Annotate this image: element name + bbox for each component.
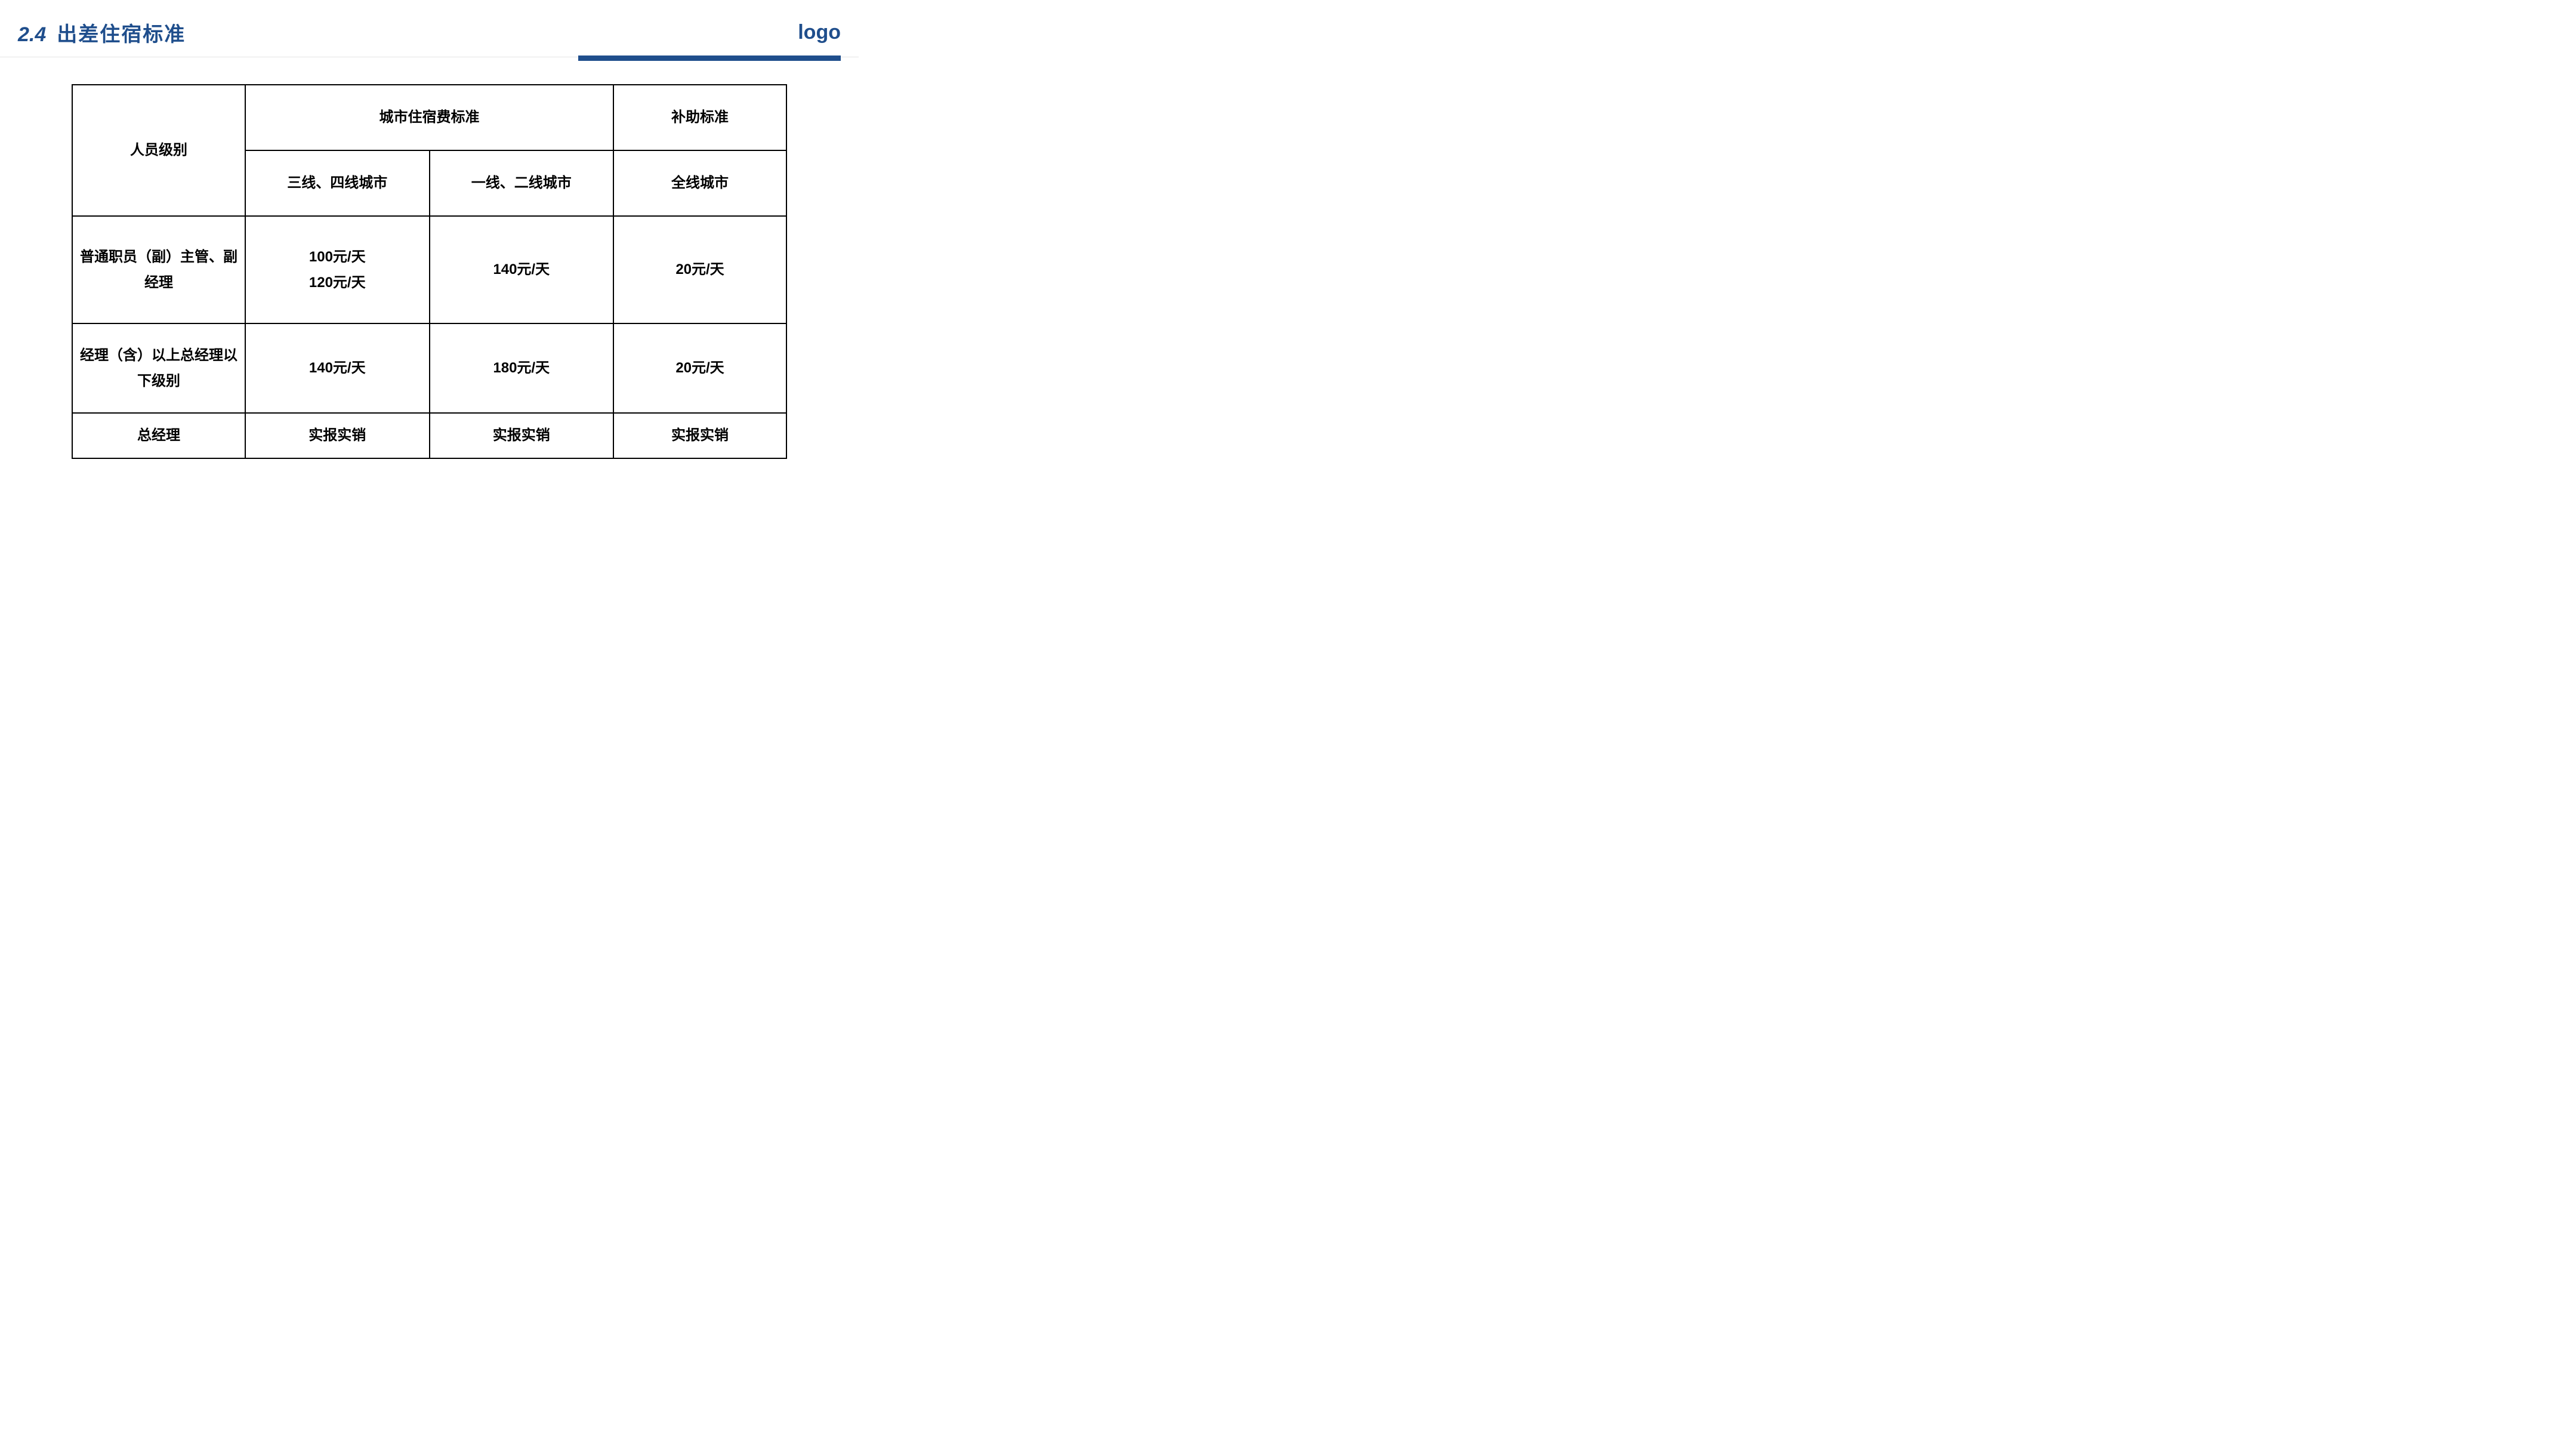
col-header-level: 人员级别 — [72, 85, 245, 216]
cell-tier34-1: 140元/天 — [245, 323, 430, 413]
table-row: 普通职员（副）主管、副经理 100元/天 120元/天 140元/天 20元/天 — [72, 216, 786, 323]
sub-header-tier34: 三线、四线城市 — [245, 150, 430, 216]
cell-tier34-0: 100元/天 120元/天 — [245, 216, 430, 323]
cell-allowance-2: 实报实销 — [613, 413, 786, 458]
cell-level-2: 总经理 — [72, 413, 245, 458]
header-left: 2.4 出差住宿标准 — [18, 18, 186, 47]
col-header-allowance: 补助标准 — [613, 85, 786, 150]
sub-header-tier12: 一线、二线城市 — [430, 150, 614, 216]
col-header-city-group: 城市住宿费标准 — [245, 85, 613, 150]
cell-allowance-0: 20元/天 — [613, 216, 786, 323]
table-row: 总经理 实报实销 实报实销 实报实销 — [72, 413, 786, 458]
sub-header-all: 全线城市 — [613, 150, 786, 216]
standards-table: 人员级别 城市住宿费标准 补助标准 三线、四线城市 一线、二线城市 全线城市 普… — [72, 84, 787, 459]
cell-tier12-0: 140元/天 — [430, 216, 614, 323]
logo-text: logo — [798, 21, 841, 44]
cell-tier12-1: 180元/天 — [430, 323, 614, 413]
cell-text-line1: 100元/天 — [252, 244, 423, 270]
cell-text: 普通职员（副）主管、副经理 — [80, 249, 237, 291]
page-title: 出差住宿标准 — [57, 18, 186, 47]
cell-text: 经理（含）以上总经理以下级别 — [80, 347, 237, 389]
section-number: 2.4 — [18, 23, 46, 47]
cell-level-0: 普通职员（副）主管、副经理 — [72, 216, 245, 323]
cell-level-1: 经理（含）以上总经理以下级别 — [72, 323, 245, 413]
logo-underline — [578, 56, 841, 61]
cell-allowance-1: 20元/天 — [613, 323, 786, 413]
content-area: 人员级别 城市住宿费标准 补助标准 三线、四线城市 一线、二线城市 全线城市 普… — [0, 57, 859, 459]
table-row: 经理（含）以上总经理以下级别 140元/天 180元/天 20元/天 — [72, 323, 786, 413]
page-header: 2.4 出差住宿标准 logo — [0, 0, 859, 57]
cell-tier12-2: 实报实销 — [430, 413, 614, 458]
table-header-row-1: 人员级别 城市住宿费标准 补助标准 — [72, 85, 786, 150]
cell-text-line2: 120元/天 — [252, 270, 423, 295]
cell-tier34-2: 实报实销 — [245, 413, 430, 458]
